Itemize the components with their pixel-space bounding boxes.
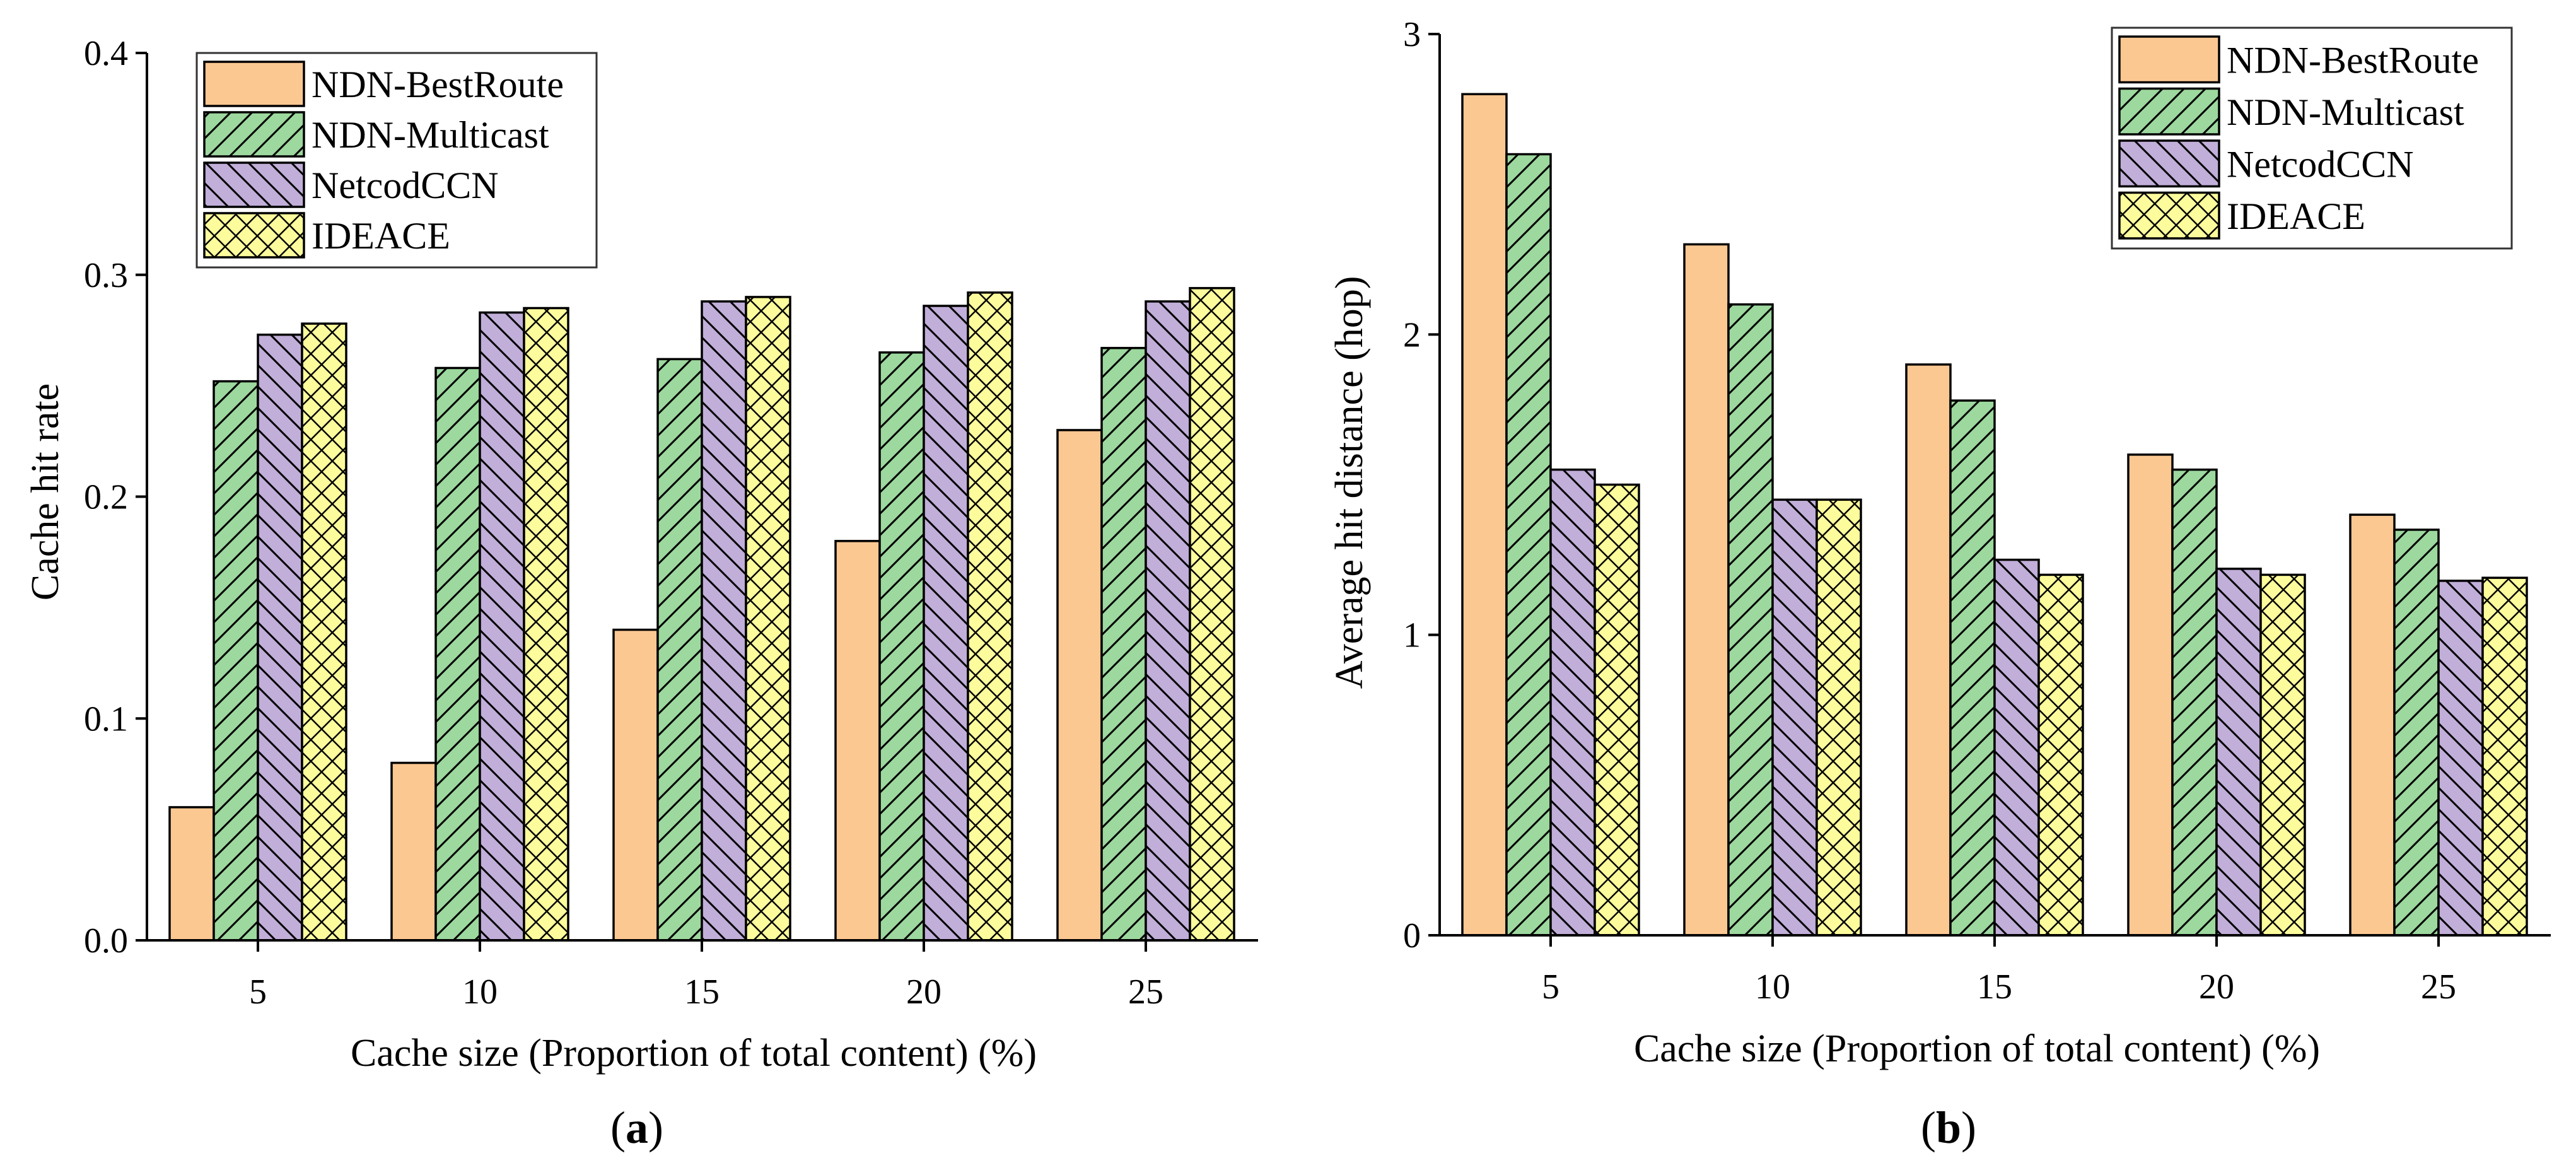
chart-b-bar-ideace-10 xyxy=(1815,498,1862,937)
chart-b-bar-ndn-bestroute-25 xyxy=(2349,513,2396,937)
chart-b-bar-ndn-bestroute-15 xyxy=(1905,363,1952,937)
chart-b-x-axis-title: Cache size (Proportion of total content)… xyxy=(1634,1027,2320,1070)
chart-a-legend-label-ndn-bestroute: NDN-BestRoute xyxy=(312,64,564,105)
chart-b-bar-ndn-multicast-5 xyxy=(1505,153,1552,937)
chart-a-legend-swatch-ideace xyxy=(203,212,305,259)
chart-b-caption-letter: b xyxy=(1936,1102,1961,1153)
chart-b-bar-netcodccn-20 xyxy=(2215,568,2262,937)
chart-a-y-tick-label-0.3: 0.3 xyxy=(84,256,128,295)
chart-a-x-axis-title: Cache size (Proportion of total content)… xyxy=(351,1032,1037,1075)
chart-a-bar-ideace-25 xyxy=(1189,287,1235,942)
chart-a-y-axis-title: Cache hit rate xyxy=(24,383,67,600)
chart-b-legend-swatch-ideace xyxy=(2118,191,2220,240)
chart-b-bar-ideace-20 xyxy=(2259,573,2306,937)
chart-a-bar-ndn-multicast-5 xyxy=(213,380,259,942)
chart-b-x-tick-label-15: 15 xyxy=(1977,967,2012,1007)
chart-a-legend-swatch-netcodccn xyxy=(203,161,305,208)
chart-b-legend-label-ndn-multicast: NDN-Multicast xyxy=(2227,91,2464,133)
chart-a-y-ticks: 0.0 0.1 0.2 0.3 0.4 xyxy=(84,34,147,961)
chart-b-bar-ideace-5 xyxy=(1594,483,1640,937)
chart-a-bar-netcodccn-20 xyxy=(923,305,969,942)
chart-a-bar-ndn-multicast-20 xyxy=(878,351,925,942)
chart-a-legend-label-netcodccn: NetcodCCN xyxy=(312,165,499,206)
chart-b-legend: NDN-BestRoute NDN-Multicast NetcodCCN IDEAC… xyxy=(2111,26,2513,250)
chart-b: 0 1 2 3 5 10 15 20 25 Cache size (Proportion of… xyxy=(1328,15,2551,1153)
chart-b-y-ticks: 0 1 2 3 xyxy=(1403,15,1440,955)
chart-b-bar-ndn-multicast-20 xyxy=(2171,468,2218,937)
chart-a: 0.0 0.1 0.2 0.3 0.4 5 10 15 20 25 Cache size (Pr… xyxy=(24,34,1258,1153)
chart-b-bar-ideace-25 xyxy=(2481,576,2528,937)
chart-a-bar-ideace-5 xyxy=(301,322,347,942)
chart-b-caption-open: ( xyxy=(1921,1102,1936,1153)
chart-b-legend-label-ndn-bestroute: NDN-BestRoute xyxy=(2227,39,2479,81)
chart-a-bar-ndn-multicast-15 xyxy=(656,358,703,942)
chart-b-y-axis-title: Average hit distance (hop) xyxy=(1328,276,1371,689)
chart-b-x-tick-label-10: 10 xyxy=(1755,967,1790,1007)
chart-a-legend-label-ndn-multicast: NDN-Multicast xyxy=(312,114,549,156)
chart-b-bar-ideace-15 xyxy=(2037,573,2084,937)
chart-a-bar-netcodccn-15 xyxy=(701,300,747,942)
chart-a-bar-ndn-bestroute-10 xyxy=(390,761,437,942)
chart-a-bars xyxy=(168,287,1235,942)
chart-a-x-tick-label-25: 25 xyxy=(1128,972,1163,1012)
chart-a-bar-ideace-10 xyxy=(523,307,569,942)
chart-b-bar-netcodccn-15 xyxy=(1993,558,2040,937)
chart-b-x-tick-label-5: 5 xyxy=(1542,967,1559,1007)
chart-b-bar-netcodccn-5 xyxy=(1549,468,1596,937)
chart-b-caption: (b) xyxy=(1921,1102,1976,1153)
chart-a-bar-ideace-15 xyxy=(745,296,791,942)
chart-b-legend-swatch-ndn-bestroute xyxy=(2118,35,2220,84)
chart-b-x-tick-label-25: 25 xyxy=(2421,967,2456,1007)
chart-a-x-tick-label-5: 5 xyxy=(249,972,267,1012)
chart-a-y-tick-label-0.1: 0.1 xyxy=(84,699,128,739)
chart-b-bar-ndn-multicast-10 xyxy=(1727,303,1774,937)
chart-a-bar-ndn-bestroute-20 xyxy=(834,540,881,942)
chart-b-y-tick-label-0: 0 xyxy=(1403,916,1421,955)
chart-a-x-tick-label-20: 20 xyxy=(906,972,941,1012)
chart-a-x-tick-label-10: 10 xyxy=(462,972,498,1012)
chart-b-y-tick-label-2: 2 xyxy=(1403,315,1421,354)
chart-a-x-tick-label-15: 15 xyxy=(684,972,720,1012)
chart-b-bars xyxy=(1461,93,2528,937)
chart-a-caption: (a) xyxy=(610,1102,663,1153)
chart-b-bar-netcodccn-25 xyxy=(2437,580,2484,937)
chart-a-bar-netcodccn-25 xyxy=(1145,300,1191,942)
chart-a-bar-netcodccn-5 xyxy=(257,333,303,942)
chart-a-legend-swatch-ndn-multicast xyxy=(203,111,305,158)
chart-a-caption-open: ( xyxy=(610,1102,626,1153)
chart-b-bar-ndn-multicast-15 xyxy=(1949,399,1996,937)
chart-b-bar-ndn-bestroute-10 xyxy=(1683,243,1730,937)
chart-a-legend: NDN-BestRoute NDN-Multicast NetcodCCN IDEAC… xyxy=(195,52,598,269)
chart-a-x-ticks: 5 10 15 20 25 xyxy=(249,940,1163,1012)
chart-b-bar-ndn-multicast-25 xyxy=(2393,529,2440,937)
chart-a-legend-label-ideace: IDEACE xyxy=(312,215,450,257)
chart-b-x-tick-label-20: 20 xyxy=(2199,967,2234,1007)
chart-b-y-tick-label-1: 1 xyxy=(1403,616,1421,655)
chart-a-y-tick-label-0.0: 0.0 xyxy=(84,921,128,961)
chart-b-legend-label-ideace: IDEACE xyxy=(2227,196,2365,237)
chart-a-y-tick-label-0.4: 0.4 xyxy=(84,34,128,73)
chart-b-x-ticks: 5 10 15 20 25 xyxy=(1542,935,2456,1007)
chart-a-bar-ndn-multicast-25 xyxy=(1100,347,1147,942)
chart-b-caption-close: ) xyxy=(1961,1102,1976,1153)
chart-a-bar-ndn-bestroute-5 xyxy=(168,806,215,942)
chart-b-bar-ndn-bestroute-20 xyxy=(2127,453,2174,937)
chart-a-bar-ideace-20 xyxy=(967,291,1013,942)
chart-b-bar-netcodccn-10 xyxy=(1771,498,1818,937)
chart-b-y-tick-label-3: 3 xyxy=(1403,15,1421,54)
chart-a-caption-close: ) xyxy=(648,1102,663,1153)
chart-b-legend-label-netcodccn: NetcodCCN xyxy=(2227,143,2414,185)
chart-a-legend-swatch-ndn-bestroute xyxy=(203,61,305,107)
chart-b-bar-ndn-bestroute-5 xyxy=(1461,93,1508,937)
chart-a-y-tick-label-0.2: 0.2 xyxy=(84,478,128,517)
chart-a-bar-ndn-bestroute-25 xyxy=(1056,429,1103,942)
chart-a-caption-letter: a xyxy=(626,1102,648,1153)
chart-b-legend-swatch-ndn-multicast xyxy=(2118,87,2220,136)
chart-b-legend-swatch-netcodccn xyxy=(2118,139,2220,188)
chart-a-bar-netcodccn-10 xyxy=(479,311,525,942)
chart-a-bar-ndn-bestroute-15 xyxy=(612,628,659,942)
chart-a-bar-ndn-multicast-10 xyxy=(434,366,481,942)
